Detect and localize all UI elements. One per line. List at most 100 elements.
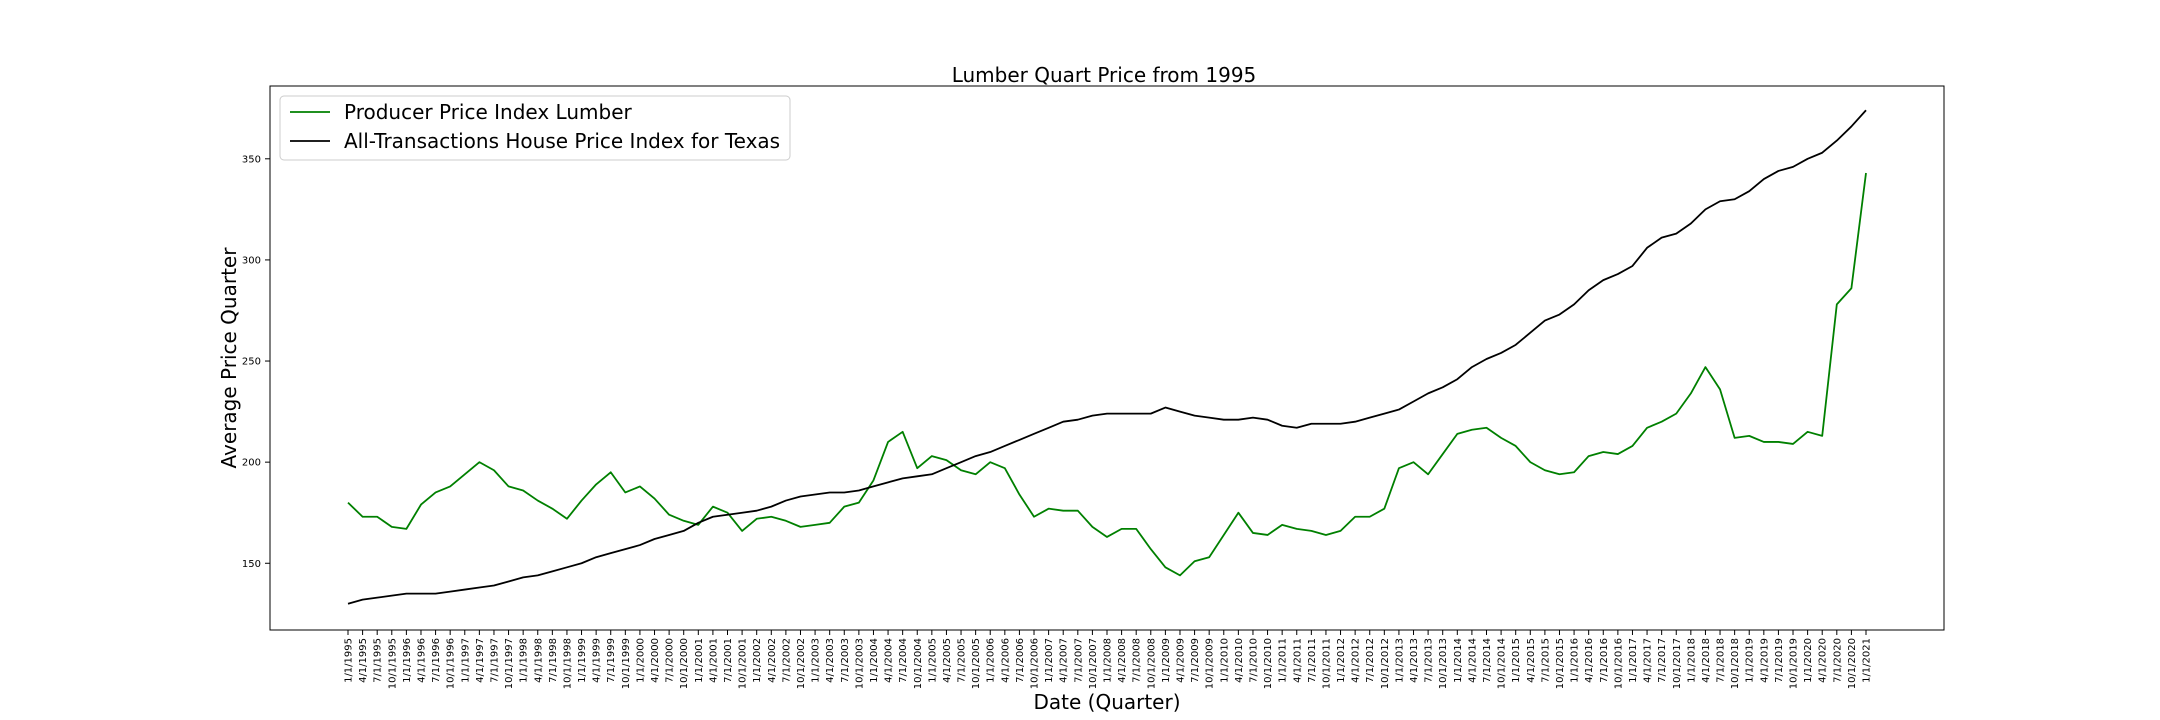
- x-tick-label: 4/1/2004: [884, 638, 895, 683]
- x-tick-label: 1/1/2017: [1628, 638, 1639, 683]
- x-tick-label: 10/1/2018: [1730, 638, 1741, 689]
- x-tick-label: 4/1/1997: [475, 638, 486, 683]
- series-line-producer-price-index-lumber: [347, 172, 1867, 577]
- x-tick-label: 7/1/2008: [1132, 638, 1143, 683]
- x-tick-label: 4/1/2018: [1701, 638, 1712, 683]
- x-tick-label: 4/1/2005: [942, 638, 953, 683]
- y-tick-label: 150: [242, 559, 261, 570]
- x-tick-label: 1/1/2005: [927, 638, 938, 683]
- x-tick-label: 4/1/2017: [1643, 638, 1654, 683]
- x-tick-label: 7/1/2013: [1424, 638, 1435, 683]
- x-tick-label: 7/1/1996: [431, 638, 442, 683]
- x-tick-label: 4/1/2002: [767, 638, 778, 683]
- y-axis-label: Average Price Quarter: [217, 247, 241, 469]
- x-tick-label: 4/1/2003: [825, 638, 836, 683]
- x-tick-label: 10/1/1999: [621, 638, 632, 689]
- x-axis-label: Date (Quarter): [1033, 690, 1180, 714]
- x-tick-label: 7/1/2011: [1307, 638, 1318, 683]
- x-tick-label: 1/1/2020: [1803, 638, 1814, 683]
- x-tick-label: 7/1/2004: [898, 638, 909, 683]
- x-tick-label: 7/1/2002: [781, 638, 792, 683]
- x-tick-label: 4/1/2019: [1759, 638, 1770, 683]
- x-tick-label: 7/1/2016: [1599, 638, 1610, 683]
- x-tick-label: 1/1/2018: [1686, 638, 1697, 683]
- x-tick-label: 10/1/2017: [1672, 638, 1683, 689]
- x-tick-label: 7/1/2019: [1774, 638, 1785, 683]
- x-tick-label: 7/1/2020: [1832, 638, 1843, 683]
- x-tick-label: 10/1/2005: [971, 638, 982, 689]
- x-tick-label: 4/1/2001: [708, 638, 719, 683]
- x-tick-label: 10/1/2001: [738, 638, 749, 689]
- x-tick-label: 1/1/2003: [811, 638, 822, 683]
- x-tick-label: 1/1/2015: [1511, 638, 1522, 683]
- x-tick-label: 10/1/2015: [1555, 638, 1566, 689]
- x-tick-label: 1/1/2013: [1394, 638, 1405, 683]
- legend: Producer Price Index Lumber All-Transact…: [279, 95, 791, 161]
- x-tick-label: 7/1/2003: [840, 638, 851, 683]
- x-tick-label: 4/1/2011: [1292, 638, 1303, 683]
- x-tick-label: 1/1/2010: [1219, 638, 1230, 683]
- x-tick-label: 1/1/1996: [402, 638, 413, 683]
- x-tick-label: 7/1/1999: [606, 638, 617, 683]
- x-tick-label: 10/1/2011: [1321, 638, 1332, 689]
- x-tick-label: 10/1/2007: [1088, 638, 1099, 689]
- x-tick-label: 4/1/1995: [358, 638, 369, 683]
- x-tick-label: 10/1/2019: [1789, 638, 1800, 689]
- x-tick-label: 4/1/1999: [592, 638, 603, 683]
- x-tick-label: 7/1/2001: [723, 638, 734, 683]
- x-tick-label: 4/1/2020: [1818, 638, 1829, 683]
- x-tick-label: 4/1/2006: [1000, 638, 1011, 683]
- x-tick-label: 7/1/2009: [1190, 638, 1201, 683]
- x-tick-label: 1/1/1999: [577, 638, 588, 683]
- x-tick-label: 4/1/2014: [1467, 638, 1478, 683]
- legend-label-producer-price-index-lumber: Producer Price Index Lumber: [344, 100, 632, 124]
- x-tick-label: 7/1/2014: [1482, 638, 1493, 683]
- x-tick-label: 7/1/1997: [489, 638, 500, 683]
- x-tick-label: 7/1/2010: [1248, 638, 1259, 683]
- x-tick-label: 10/1/2004: [913, 638, 924, 689]
- x-tick-label: 1/1/2002: [752, 638, 763, 683]
- x-tick-label: 7/1/1998: [548, 638, 559, 683]
- legend-label-house-price-index-texas: All-Transactions House Price Index for T…: [344, 129, 780, 153]
- x-tick-label: 1/1/2006: [986, 638, 997, 683]
- x-tick-label: 7/1/2005: [957, 638, 968, 683]
- x-tick-label: 1/1/1995: [344, 638, 355, 683]
- x-tick-label: 7/1/2017: [1657, 638, 1668, 683]
- x-tick-label: 7/1/2015: [1540, 638, 1551, 683]
- x-tick-label: 4/1/2008: [1117, 638, 1128, 683]
- x-tick-label: 10/1/2020: [1847, 638, 1858, 689]
- x-tick-label: 1/1/2012: [1336, 638, 1347, 683]
- x-tick-label: 7/1/2012: [1365, 638, 1376, 683]
- x-tick-label: 1/1/2008: [1103, 638, 1114, 683]
- y-axis: 150 200 250 300 350: [242, 154, 270, 570]
- x-tick-label: 1/1/2000: [635, 638, 646, 683]
- x-tick-label: 1/1/2014: [1453, 638, 1464, 683]
- x-tick-label: 7/1/2007: [1073, 638, 1084, 683]
- x-tick-label: 1/1/2016: [1570, 638, 1581, 683]
- x-tick-label: 4/1/2012: [1351, 638, 1362, 683]
- x-tick-label: 10/1/2013: [1438, 638, 1449, 689]
- x-tick-label: 10/1/1996: [446, 638, 457, 689]
- x-tick-label: 10/1/2012: [1380, 638, 1391, 689]
- x-tick-label: 1/1/2019: [1745, 638, 1756, 683]
- y-tick-label: 300: [242, 255, 261, 266]
- x-tick-label: 7/1/1995: [373, 638, 384, 683]
- x-tick-label: 10/1/2010: [1263, 638, 1274, 689]
- x-tick-label: 4/1/1996: [416, 638, 427, 683]
- x-tick-label: 10/1/2014: [1497, 638, 1508, 689]
- x-tick-label: 7/1/2000: [665, 638, 676, 683]
- x-tick-label: 4/1/2000: [650, 638, 661, 683]
- x-tick-label: 10/1/1995: [387, 638, 398, 689]
- x-tick-label: 4/1/1998: [533, 638, 544, 683]
- x-tick-label: 4/1/2009: [1175, 638, 1186, 683]
- x-tick-label: 10/1/2000: [679, 638, 690, 689]
- chart-title: Lumber Quart Price from 1995: [952, 63, 1257, 87]
- x-tick-label: 1/1/2009: [1161, 638, 1172, 683]
- x-tick-label: 7/1/2006: [1015, 638, 1026, 683]
- y-tick-label: 250: [242, 357, 261, 368]
- x-tick-label: 1/1/2004: [869, 638, 880, 683]
- x-tick-label: 10/1/2016: [1613, 638, 1624, 689]
- x-axis: 1/1/1995 4/1/1995 7/1/1995 10/1/1995 1/1/199…: [344, 630, 1873, 689]
- legend-box: [279, 95, 791, 161]
- x-tick-label: 10/1/2002: [796, 638, 807, 689]
